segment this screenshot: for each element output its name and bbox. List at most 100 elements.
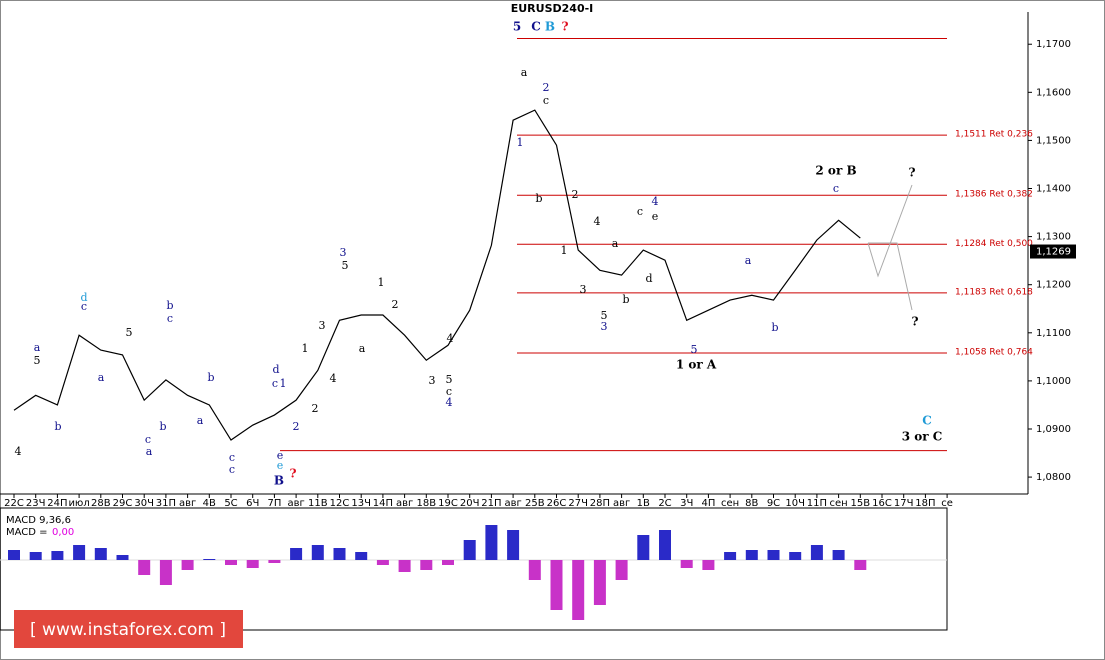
wave-label: c [833,182,839,195]
wave-label: 5 [126,326,133,339]
macd-bar [246,560,259,568]
macd-bar [8,550,20,560]
x-tick-label: 11В [308,498,328,509]
macd-bar [94,548,107,560]
wave-label: a [612,237,619,250]
x-tick-label: 11П [807,498,827,509]
x-tick-label: 18В [417,498,437,509]
x-tick-label: авг [613,498,630,509]
level-label: 1,1284 Ret 0,500 [955,239,1033,249]
wave-label: 2 [312,402,319,415]
macd-bar [203,559,216,560]
level-label: 1,1511 Ret 0,236 [955,130,1033,140]
x-tick-label: се [941,498,953,509]
wave-label: 2 [293,420,300,433]
level-label: 1,1058 Ret 0,764 [955,348,1033,358]
macd-bar [420,560,433,570]
wave-label: 2 [543,81,550,94]
macd-bar [138,560,151,575]
wave-label: 5 [691,343,698,356]
watermark: [ www.instaforex.com ] [30,620,226,640]
wave-label: d [272,363,279,376]
x-tick-label: 21П [481,498,501,509]
wave-label: 4 [652,195,659,208]
wave-label: 1 [561,244,568,257]
wave-label: 5 [446,373,453,386]
wave-label: 3 [429,374,436,387]
wave-label: c [145,433,151,446]
x-tick-label: 8В [745,498,758,509]
wave-label: c [543,94,549,107]
y-tick-label: 1,1100 [1036,328,1071,339]
macd-bar [810,545,823,560]
macd-bar [29,552,42,560]
wave-label: a [146,445,153,458]
x-tick-label: 5С [224,498,237,509]
x-tick-label: 18П [915,498,935,509]
x-tick-label: 22С [4,498,24,509]
macd-bar [181,560,194,570]
wave-label: b [159,420,166,433]
macd-bar [724,552,737,560]
wave-label: 4 [447,332,454,345]
wave-label: ? [289,467,296,481]
wave-label: c [446,385,452,398]
x-tick-label: 29С [113,498,133,509]
x-tick-label: авг [179,498,196,509]
macd-bar [745,550,758,560]
last-price-label: 1,1269 [1036,247,1071,258]
wave-label: 3 [319,319,326,332]
macd-bar [680,560,693,568]
wave-label: 4 [15,445,22,458]
macd-bar [225,560,237,565]
wave-label: c [229,463,235,476]
wave-label: a [98,371,105,384]
wave-label: C [922,414,932,428]
wave-label: b [54,420,61,433]
y-tick-label: 1,0800 [1036,472,1071,483]
macd-bar [615,560,628,580]
wave-label: 4 [446,396,453,409]
macd-bar [51,551,64,560]
wave-label: c [637,205,643,218]
wave-label: 5 [513,20,521,34]
x-tick-label: 12С [330,498,350,509]
macd-bar [159,560,172,585]
x-tick-label: 20Ч [460,498,480,509]
macd-bar [637,535,650,560]
x-tick-label: авг [396,498,413,509]
x-tick-label: 19С [438,498,458,509]
macd-bar [355,552,368,560]
level-label: 1,1386 Ret 0,382 [955,190,1033,200]
x-tick-label: сен [829,498,847,509]
y-tick-label: 1,1700 [1036,39,1071,50]
chart-title: EURUSD240-I [511,2,594,15]
wave-label: 5 [342,259,349,272]
x-tick-label: 3Ч [680,498,693,509]
wave-label: a [197,414,204,427]
wave-label: b [771,321,778,334]
wave-label: 2 [392,298,399,311]
wave-label: 1 [517,136,524,149]
macd-bar [854,560,867,570]
x-tick-label: 14П [373,498,393,509]
x-tick-label: 31П [156,498,176,509]
level-label: 1,1183 Ret 0,618 [955,287,1033,297]
wave-label: 3 or C [902,430,943,444]
macd-bar [311,545,324,560]
price-line [13,109,861,441]
x-tick-label: авг [287,498,304,509]
macd-bar [593,560,606,605]
x-tick-label: сен [721,498,739,509]
y-tick-label: 1,1500 [1036,135,1071,146]
x-tick-label: 4П [701,498,715,509]
x-tick-label: 23Ч [26,498,46,509]
y-tick-label: 1,1000 [1036,376,1071,387]
wave-label: c [81,300,87,313]
wave-label: 4 [330,372,337,385]
wave-label: e [277,449,284,462]
macd-bar [376,560,389,565]
macd-title: MACD 9,36,6 [6,515,71,526]
y-tick-label: 1,0900 [1036,424,1071,435]
